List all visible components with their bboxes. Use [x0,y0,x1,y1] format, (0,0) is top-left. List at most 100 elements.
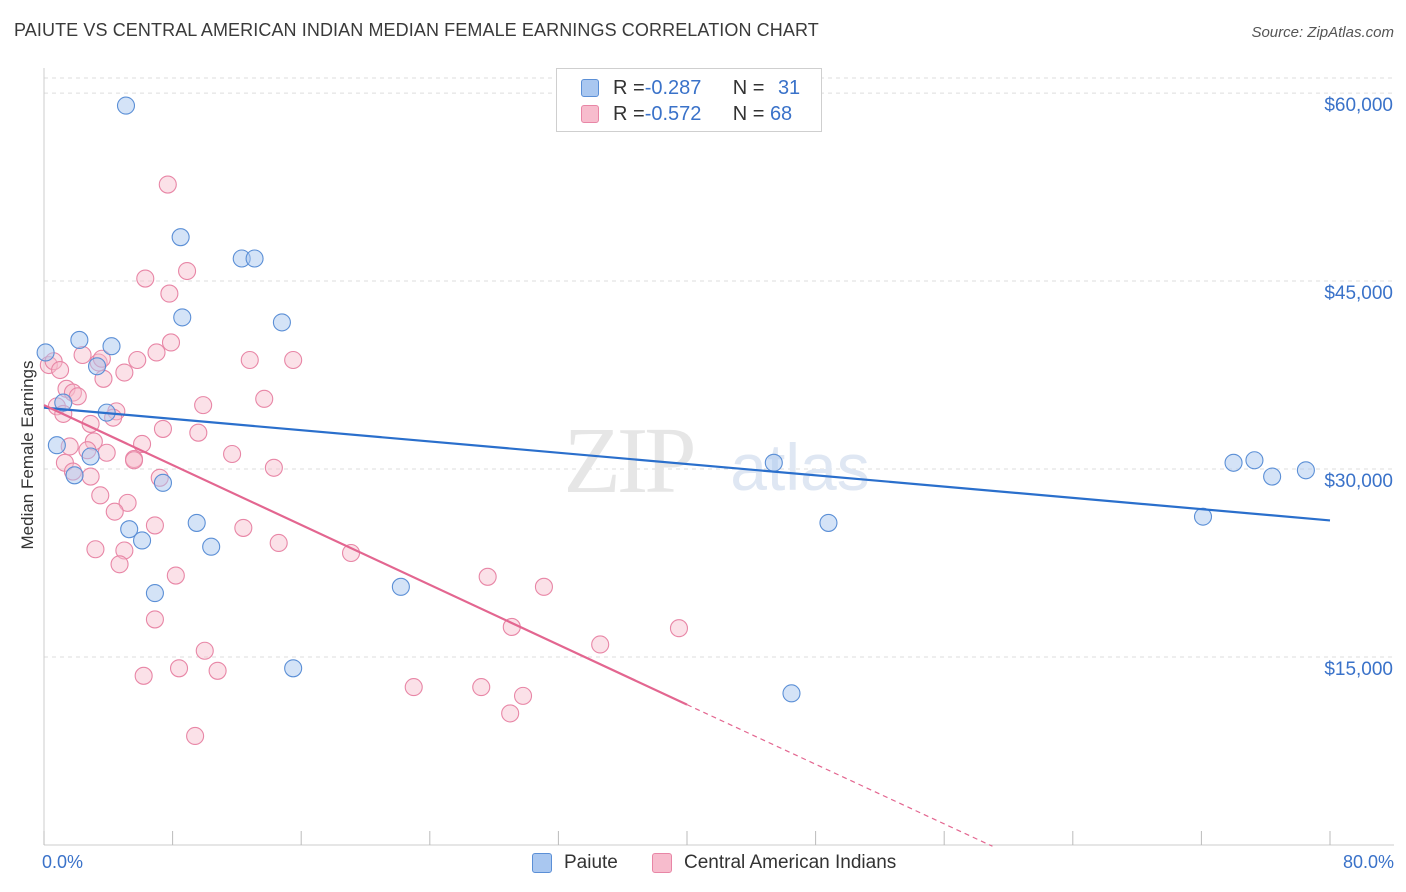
central-point [255,389,274,408]
paiute-point [1296,461,1315,480]
paiute-point [171,228,190,247]
central-point [234,518,253,537]
central-point [264,458,283,477]
paiute-point [1245,451,1264,470]
central-point [145,516,164,535]
paiute-point [764,453,783,472]
paiute-point [202,537,221,556]
watermark-zip: ZIP [564,409,694,513]
central-swatch [581,105,599,123]
central-point [115,363,134,382]
paiute-point [116,96,136,115]
central-point [169,659,189,678]
paiute-point [245,249,264,268]
stats-legend: R = -0.287 N = 31 R = -0.572 N = 68 [556,68,822,132]
paiute-point [391,577,410,596]
y-axis-title: Median Female Earnings [18,360,37,550]
paiute-point [65,466,84,485]
paiute-point [272,313,291,332]
bottom-central-swatch [652,853,672,873]
central-point [128,350,147,370]
central-point [115,541,134,560]
central-point [51,360,70,380]
bottom-legend-central: Central American Indians [652,852,896,874]
x-min-label: 0.0% [42,852,84,872]
central-r-label: R = [613,102,645,125]
central-point [145,610,164,629]
paiute-r-value: -0.287 [644,76,702,99]
central-point [513,686,533,705]
bottom-paiute-label: Paiute [564,852,618,873]
central-point [136,269,155,288]
central-point [178,261,197,281]
central-point [134,666,153,685]
paiute-point [120,520,139,539]
paiute-swatch [581,79,599,97]
legend-row-central: R = -0.572 N = 68 [581,101,792,127]
paiute-point [133,531,152,550]
central-point [240,350,259,370]
paiute-points [36,96,1315,703]
central-point [186,726,205,746]
central-point [81,467,100,486]
central-point [160,284,179,303]
paiute-point [87,357,107,376]
trend-lines [43,404,1331,847]
paiute-point [145,584,164,603]
paiute-trend-line [43,406,1331,522]
x-max-label: 80.0% [1342,852,1394,872]
central-point [189,423,208,442]
central-point [73,345,92,365]
paiute-point [1263,467,1282,486]
paiute-point [70,330,89,350]
watermark: ZIP atlas [564,409,870,513]
paiute-n-value: 31 [777,76,801,99]
paiute-r-label: R = [613,76,645,99]
paiute-point [81,447,100,466]
central-trend-line [43,404,688,706]
source-label: Source: ZipAtlas.com [1251,24,1394,41]
central-point [153,419,173,438]
paiute-point [1224,453,1243,472]
central-point [472,678,491,697]
paiute-point [36,343,55,362]
y-tick-label: $45,000 [1324,283,1393,304]
legend-row-paiute: R = -0.287 N = 31 [581,75,800,101]
central-point [161,333,181,352]
central-point [110,555,129,574]
bottom-paiute-swatch [532,853,552,873]
paiute-n-label: N = [732,76,770,99]
central-n-value: 68 [769,102,793,125]
paiute-point [782,684,801,703]
bottom-legend-paiute: Paiute [532,852,618,874]
central-point [208,661,227,680]
paiute-point [102,337,121,356]
paiute-point [173,308,192,327]
central-point [669,619,689,638]
paiute-point [47,436,66,455]
paiute-point [153,473,173,492]
central-point [97,443,116,462]
central-point [86,540,105,559]
central-point [534,577,553,596]
paiute-point [819,513,838,532]
paiute-point [1193,507,1213,526]
axes [43,68,1394,846]
y-tick-labels: $15,000 $30,000 $45,000 $60,000 [1324,95,1393,680]
central-point [118,493,137,512]
central-point [166,566,185,585]
central-point [158,175,177,194]
central-point [478,567,497,586]
central-r-value: -0.572 [644,102,702,125]
bottom-central-label: Central American Indians [684,852,897,873]
central-point [284,350,303,370]
central-point [195,641,214,660]
central-point [591,635,610,654]
y-tick-label: $30,000 [1324,471,1393,492]
chart-title: PAIUTE VS CENTRAL AMERICAN INDIAN MEDIAN… [14,20,819,40]
central-trend-extension [686,704,993,847]
central-point [91,486,110,505]
central-point [147,343,166,362]
central-point [124,451,144,470]
